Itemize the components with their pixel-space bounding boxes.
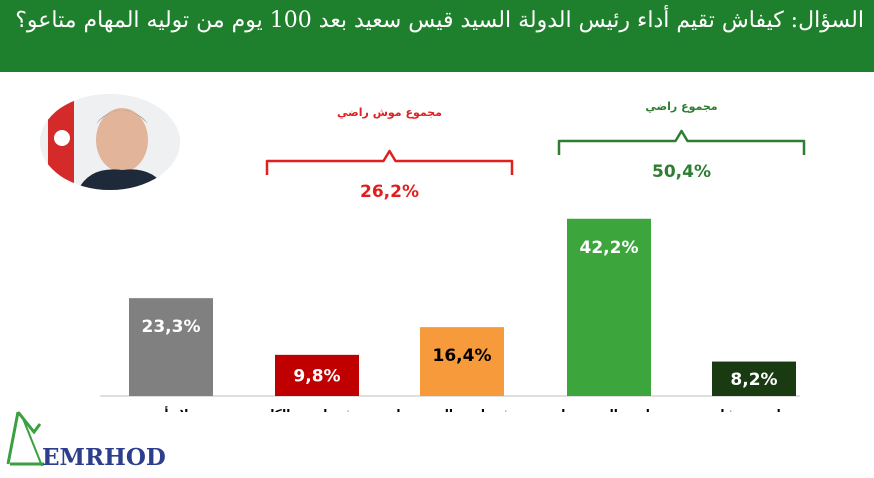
- bar-5: [712, 361, 796, 396]
- bar-value-label-3: 16,4%: [433, 346, 492, 366]
- category-label-1: لا رأي: [153, 406, 188, 412]
- question-text: السؤال: كيفاش تقيم أداء رئيس الدولة السي…: [15, 8, 864, 33]
- category-label-5: راضي برشا: [720, 407, 787, 412]
- logo-mark-icon: [6, 411, 44, 467]
- group-bracket-1: [265, 149, 514, 175]
- bar-1: [129, 298, 213, 396]
- emrhod-logo: EMRHOD: [0, 404, 166, 474]
- president-photo: [40, 94, 180, 190]
- bar-2: [275, 354, 359, 396]
- logo-text: EMRHOD: [42, 444, 166, 471]
- group-bracket-2: [557, 129, 806, 155]
- bar-3: [420, 327, 504, 396]
- category-label-4: راضي إلى حد ما: [561, 407, 657, 412]
- group-title-2: مجموع راضي: [645, 100, 717, 113]
- bar-value-label-4: 42,2%: [580, 238, 639, 258]
- group-value-1: 26,2%: [360, 182, 419, 202]
- face-shape: [96, 108, 148, 172]
- portrait-image: [40, 94, 180, 190]
- bar-value-label-5: 8,2%: [730, 370, 777, 390]
- bar-value-label-1: 23,3%: [142, 317, 201, 337]
- group-value-2: 50,4%: [652, 162, 711, 182]
- group-title-1: مجموع موش راضي: [337, 106, 442, 119]
- category-label-2: موش راضي بالكل: [264, 407, 370, 412]
- question-header: السؤال: كيفاش تقيم أداء رئيس الدولة السي…: [0, 0, 874, 72]
- bar-chart: 23,3% لا رأي 9,8% موش راضي بالكل 16,4% موش را…: [100, 100, 806, 412]
- category-label-3: موش راضي إلى حد ما: [396, 407, 527, 412]
- bar-4: [567, 218, 651, 396]
- bar-value-label-2: 9,8%: [293, 366, 340, 386]
